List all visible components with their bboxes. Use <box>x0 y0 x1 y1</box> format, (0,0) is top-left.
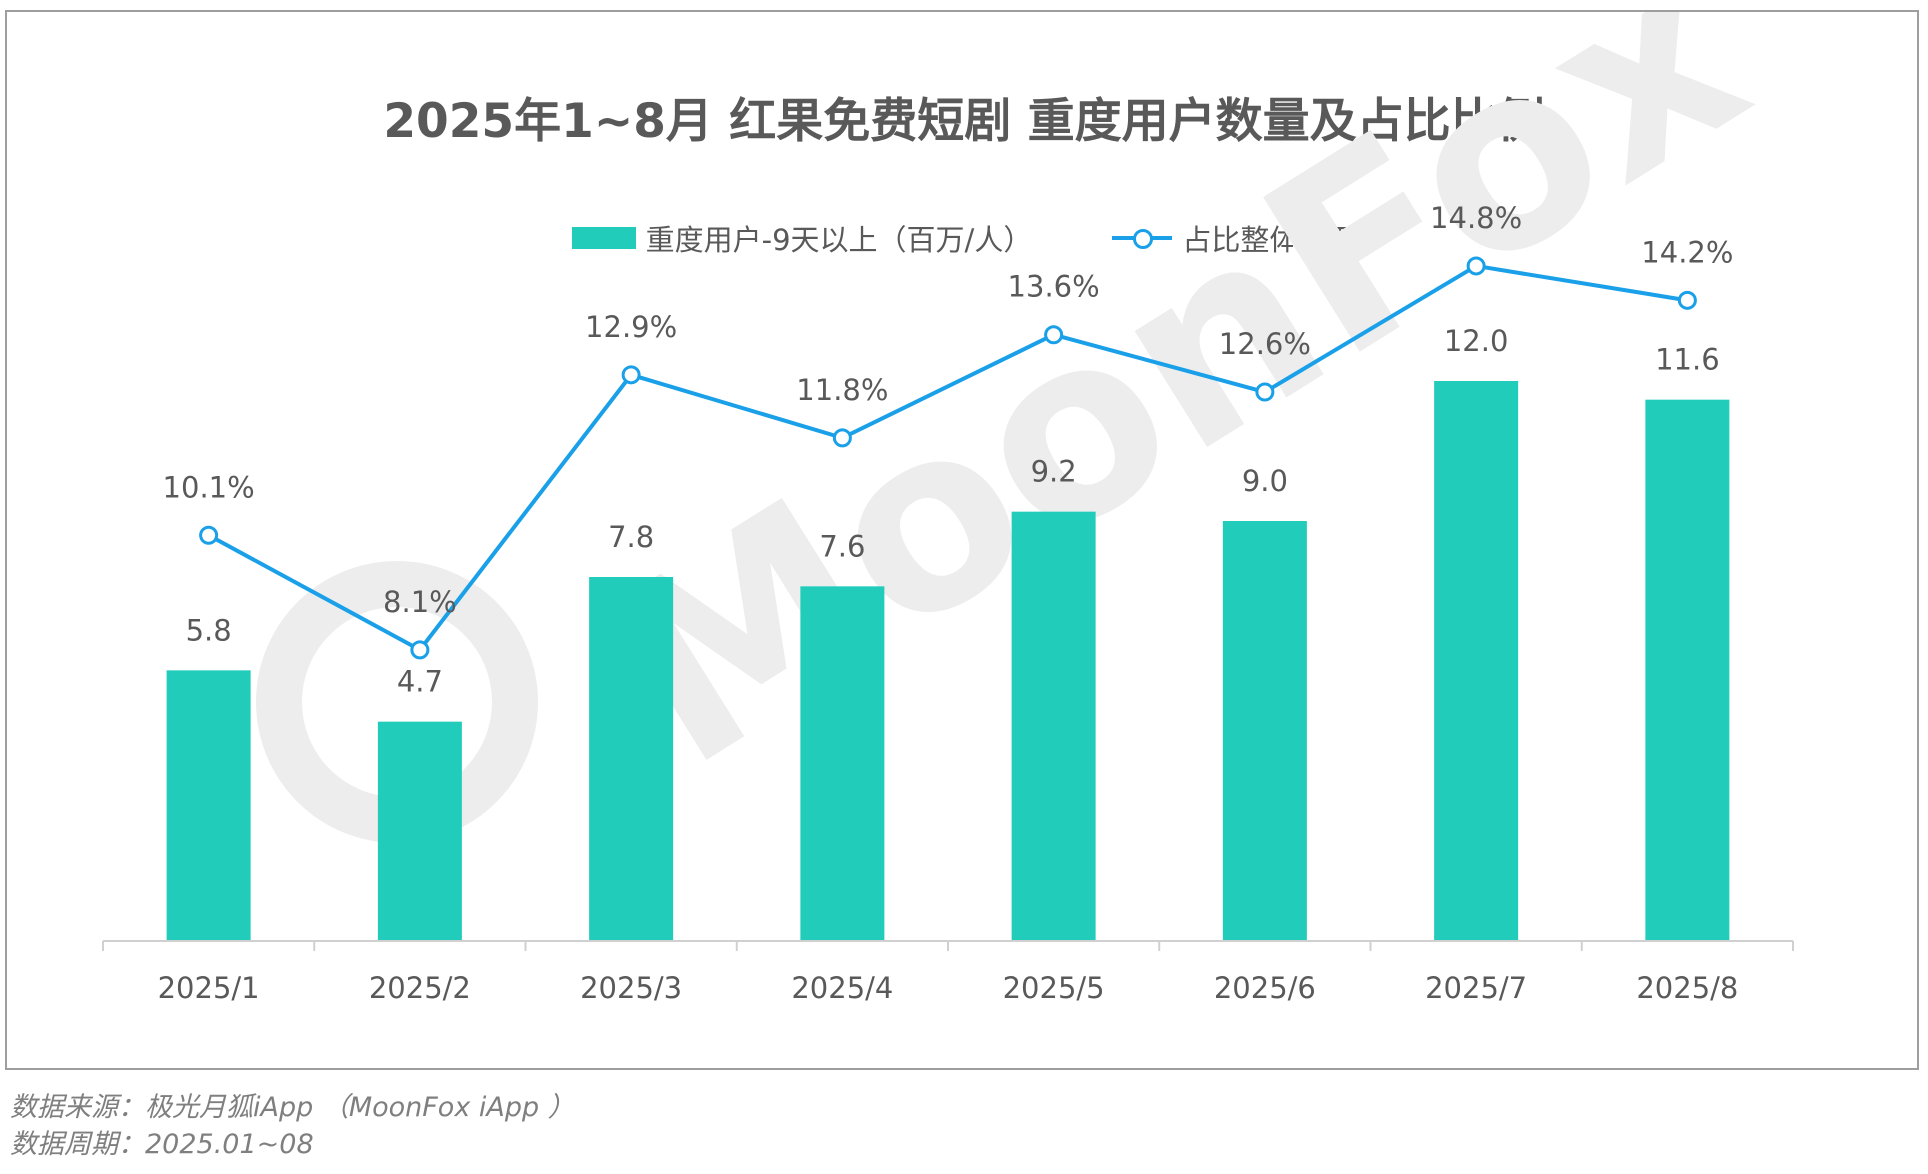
chart-plot: MoonFox 5.8 2025/1 4.7 2025/2 7.8 2025/3 7.6 20… <box>102 12 1794 1005</box>
bar <box>800 586 885 941</box>
line-layer <box>199 256 1697 660</box>
bar-value-label: 5.8 <box>186 613 232 647</box>
x-tick-label: 2025/3 <box>580 971 682 1005</box>
line-point <box>1677 290 1697 310</box>
bars-layer <box>166 381 1730 942</box>
line-point <box>621 365 641 385</box>
line-value-label: 14.8% <box>1430 201 1522 235</box>
legend-line-swatch <box>1112 227 1173 249</box>
bar <box>1011 511 1096 941</box>
bar-value-label: 7.6 <box>819 529 865 563</box>
bar-value-label: 12.0 <box>1444 324 1509 358</box>
x-tick-label: 2025/4 <box>791 971 893 1005</box>
line-value-label: 13.6% <box>1008 270 1100 304</box>
footer-source: 数据来源：极光月狐iApp （MoonFox iApp ） <box>10 1092 575 1123</box>
bar <box>1645 399 1730 942</box>
line-point <box>410 640 430 660</box>
bar-value-label: 4.7 <box>397 665 443 699</box>
footer-period: 数据周期：2025.01~08 <box>10 1129 314 1160</box>
bar-value-label: 7.8 <box>608 520 654 554</box>
line-value-label: 12.6% <box>1219 327 1311 361</box>
legend-bar-swatch <box>571 227 636 249</box>
line-point <box>1255 382 1275 402</box>
line-value-label: 10.1% <box>163 470 255 504</box>
chart-frame: 2025年1~8月 红果免费短剧 重度用户数量及占比比例 重度用户-9天以上（百… <box>5 10 1919 1070</box>
x-axis <box>102 940 1794 951</box>
legend-bar-label: 重度用户-9天以上（百万/人） <box>645 223 1033 257</box>
chart-title: 2025年1~8月 红果免费短剧 重度用户数量及占比比例 <box>383 94 1545 149</box>
legend-item-line: 占比整体比例 <box>1112 217 1356 259</box>
bar-value-label: 11.6 <box>1655 343 1720 377</box>
line-point <box>199 525 219 545</box>
bar <box>1434 381 1519 941</box>
x-tick-label: 2025/1 <box>158 971 260 1005</box>
x-tick-label: 2025/5 <box>1003 971 1105 1005</box>
bar <box>1222 521 1307 941</box>
line-value-label: 8.1% <box>383 585 457 619</box>
legend-line-label: 占比整体比例 <box>1182 223 1357 257</box>
chart-legend: 重度用户-9天以上（百万/人） 占比整体比例 <box>7 217 1921 259</box>
legend-item-bar: 重度用户-9天以上（百万/人） <box>571 217 1033 259</box>
line-value-label: 14.2% <box>1641 235 1733 269</box>
watermark-text: MoonFox <box>564 12 1790 822</box>
bar <box>377 721 462 941</box>
labels-layer: 5.8 2025/1 4.7 2025/2 7.8 2025/3 7.6 2025/4 9.2 2… <box>158 201 1739 1005</box>
bar <box>589 577 674 941</box>
line-value-label: 12.9% <box>585 310 677 344</box>
x-tick-label: 2025/7 <box>1425 971 1527 1005</box>
line-point <box>832 428 852 448</box>
line-point <box>1044 325 1064 345</box>
line-value-label: 11.8% <box>796 373 888 407</box>
x-tick-label: 2025/6 <box>1214 971 1316 1005</box>
bar-value-label: 9.0 <box>1242 464 1288 498</box>
x-tick-label: 2025/8 <box>1636 971 1738 1005</box>
x-tick-label: 2025/2 <box>369 971 471 1005</box>
bar-value-label: 9.2 <box>1031 455 1077 489</box>
line-point <box>1466 256 1486 276</box>
bar <box>166 670 251 941</box>
line-series-path <box>207 263 1688 652</box>
